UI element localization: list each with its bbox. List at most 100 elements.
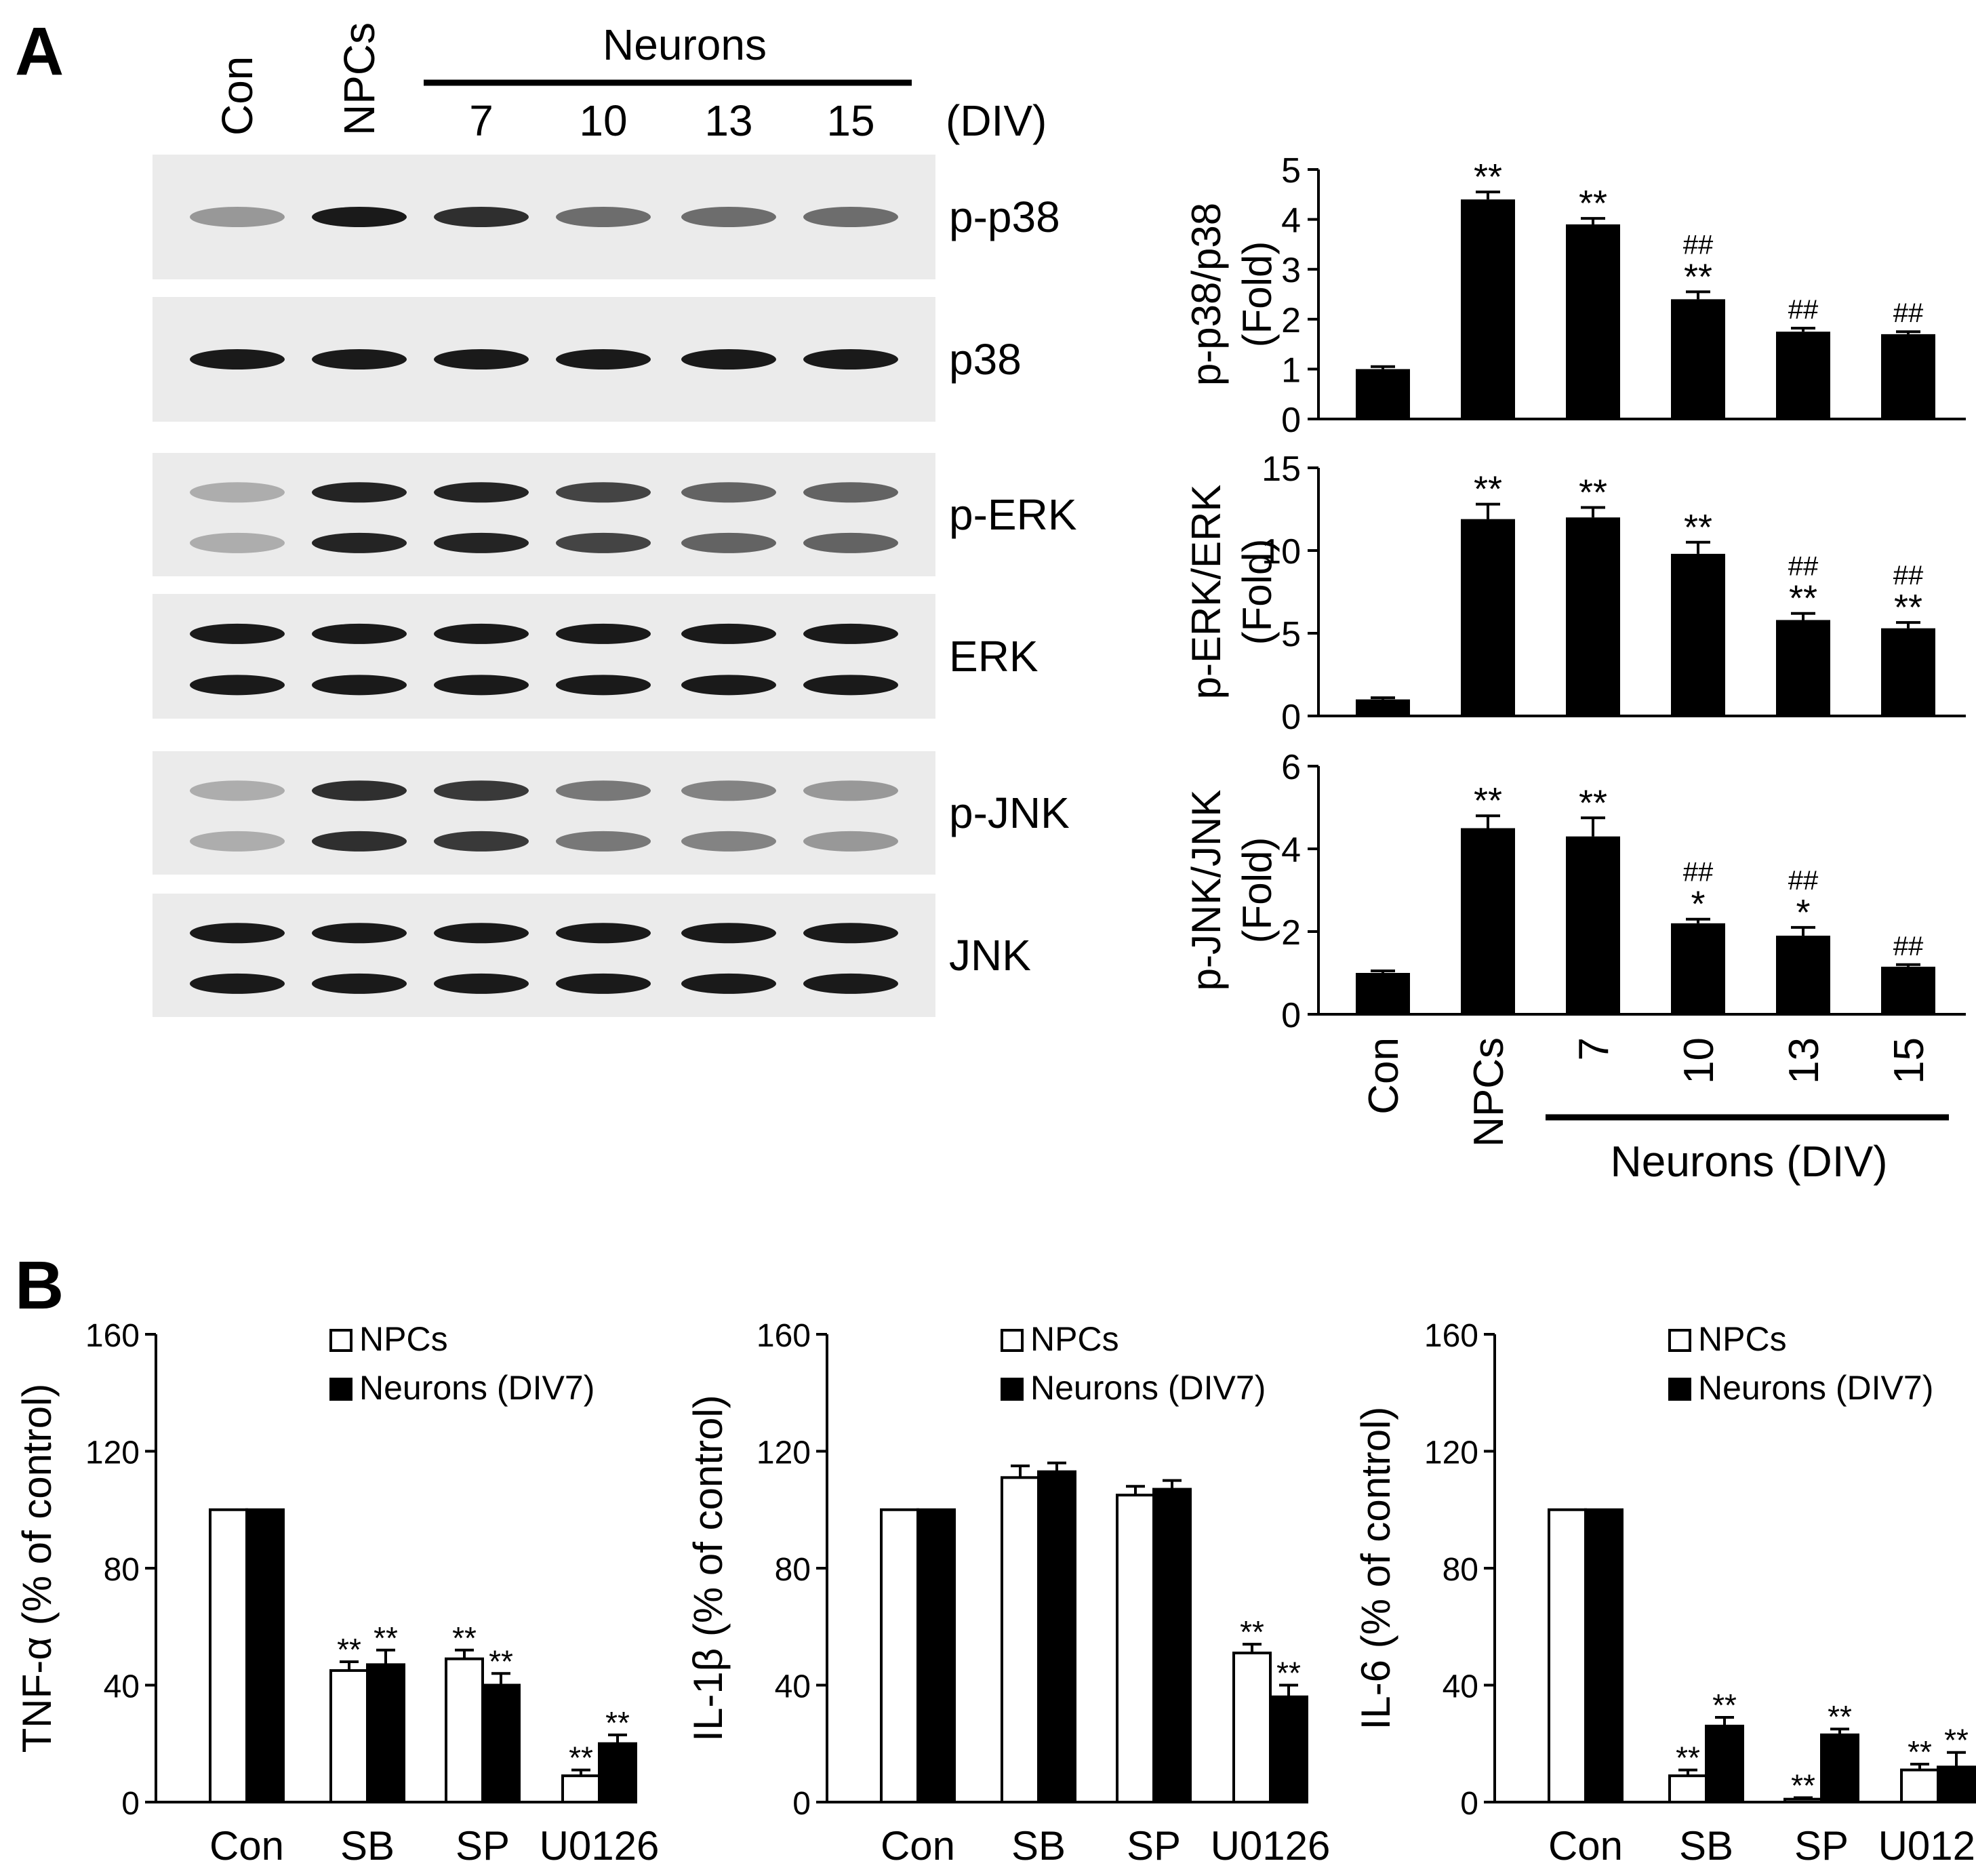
legend-swatch [1001,1329,1024,1352]
blot-band [803,973,898,994]
x-tick-label: SP [1127,1823,1181,1869]
significance-star: ** [1791,1768,1815,1803]
legend-swatch [1668,1329,1691,1352]
blot-band [190,532,285,553]
bar [1152,1488,1192,1803]
panel-a-label: A [15,14,64,89]
y-tick-label: 4 [1281,831,1301,870]
blot-band [190,780,285,801]
bar [1116,1494,1155,1803]
x-tick-label: U0126 [540,1823,660,1869]
bar [1037,1470,1076,1803]
lane-label: 10 [579,96,627,145]
y-tick-label: 160 [757,1318,811,1354]
bar [1548,1508,1587,1803]
blot-band [434,207,529,227]
y-tick-label: 0 [1460,1786,1478,1822]
western-blot: Con NPCs 7 10 13 15 Neurons (DIV) p-p38 p38 p-ERK E… [153,20,1077,1017]
y-axis-label-unit: (Fold) [1234,241,1280,348]
y-tick-label: 6 [1281,748,1301,787]
legend-swatch [329,1378,352,1401]
blot-band [556,675,651,696]
x-tick-label: Con [1548,1823,1623,1869]
blot-band [312,973,407,994]
blot-band [312,780,407,801]
significance-hash: ## [1788,295,1819,325]
significance-star: ** [489,1643,513,1679]
blot-band [434,923,529,944]
bar [1356,973,1410,1014]
bar [1900,1768,1939,1803]
significance-star: ** [1474,157,1502,197]
y-tick-label: 160 [85,1318,140,1354]
x-tick-label: U0126 [1878,1823,1976,1869]
y-tick-label: 0 [1281,698,1301,737]
blot-band [556,207,651,227]
blot-band [434,482,529,503]
y-tick-label: 3 [1281,251,1301,290]
x-tick-label: SP [456,1823,510,1869]
y-axis-label-unit: (Fold) [1234,539,1280,645]
blot-band [681,532,776,553]
x-tick-label: NPCs [1466,1037,1512,1147]
bar [916,1508,956,1803]
y-tick-label: 80 [104,1552,140,1588]
y-axis-label: TNF-α (% of control) [14,1384,60,1753]
blot-band [681,923,776,944]
blot-band [803,623,898,644]
blot-band [556,349,651,370]
significance-star: ** [1474,780,1502,821]
bar [561,1774,601,1803]
bar [1776,936,1830,1014]
blot-band [556,532,651,553]
blot-band [556,482,651,503]
bar [1937,1765,1976,1803]
panel-b-bar-charts: 0 40 80 120 160 TNF-α (% of control) Con SB ** **… [14,1318,1976,1869]
y-tick-label: 5 [1281,615,1301,654]
bar [1881,628,1935,716]
bar [1566,517,1620,716]
significance-star: ** [1684,256,1712,297]
y-tick-label: 4 [1281,201,1301,241]
blot-band [434,780,529,801]
bar [1705,1724,1744,1803]
x-tick-label: SP [1794,1823,1849,1869]
blot-band [803,482,898,503]
significance-star: ** [1712,1688,1737,1723]
significance-star: ** [1828,1699,1852,1734]
y-axis-label: IL-1β (% of control) [685,1395,731,1741]
bar [1671,299,1725,419]
blot-band [803,207,898,227]
bar [366,1663,405,1803]
y-tick-label: 160 [1424,1318,1478,1354]
blot-band [556,780,651,801]
x-tick-label: SB [1679,1823,1733,1869]
legend-swatch [1001,1378,1024,1401]
bar [1881,966,1935,1014]
blot-band [803,923,898,944]
x-tick-label: Con [1360,1037,1407,1115]
blot-band [803,780,898,801]
blot-band [312,923,407,944]
bar [481,1683,521,1803]
blot-strip [153,453,935,576]
unit-label: (DIV) [946,96,1047,145]
significance-star: ** [1944,1723,1969,1758]
y-axis-label: p-JNK/JNK [1184,790,1229,991]
x-tick-label: Con [209,1823,284,1869]
y-axis-label: p-ERK/ERK [1184,485,1229,700]
significance-star: ** [337,1632,361,1667]
blot-strip [153,594,935,719]
bar [1776,332,1830,419]
legend-label: Neurons (DIV7) [1698,1369,1933,1407]
significance-star: ** [1240,1614,1264,1650]
blot-row-label: p38 [949,335,1022,384]
bar [880,1508,919,1803]
significance-star: ** [569,1740,593,1776]
blot-band [681,780,776,801]
blot-band [556,973,651,994]
significance-star: ** [1789,578,1817,619]
y-tick-label: 40 [1443,1669,1478,1705]
y-axis-label: p-p38/p38 [1184,203,1229,386]
